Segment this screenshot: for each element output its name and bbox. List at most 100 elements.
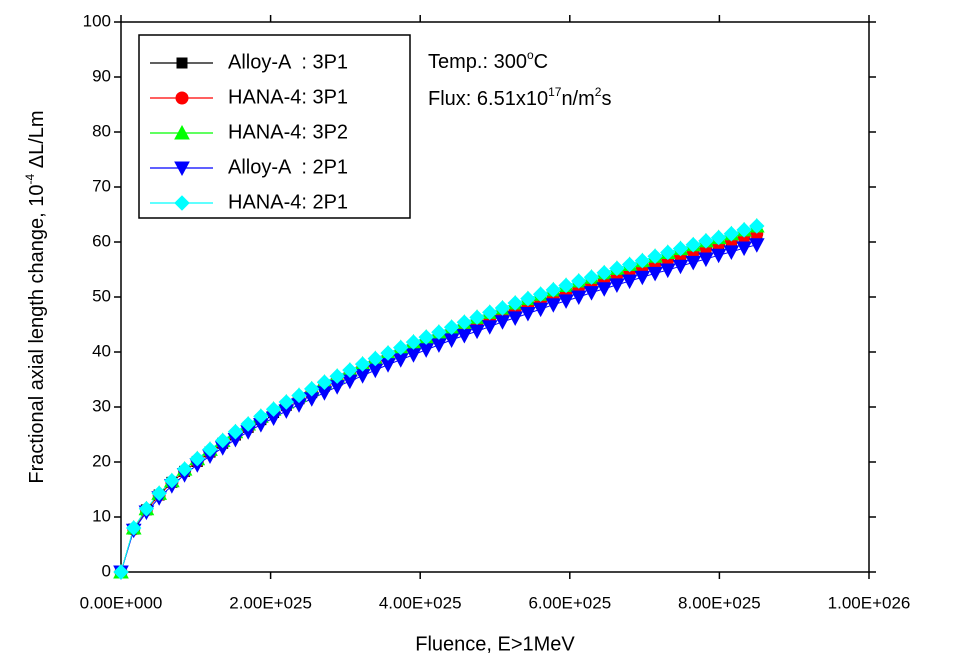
- marker: [520, 307, 536, 322]
- marker: [265, 401, 282, 417]
- marker: [164, 472, 180, 489]
- text-part: n/m: [561, 88, 594, 110]
- marker: [202, 441, 218, 458]
- text-part: C: [534, 51, 548, 73]
- marker: [571, 273, 587, 289]
- y-tick-label: 10: [92, 506, 111, 525]
- marker: [736, 222, 752, 238]
- marker: [710, 248, 727, 264]
- marker: [174, 124, 190, 140]
- marker: [609, 278, 625, 293]
- text-part: 2: [595, 85, 602, 99]
- marker: [685, 237, 701, 253]
- marker: [151, 485, 167, 502]
- y-tick-label: 0: [102, 561, 111, 580]
- marker: [481, 320, 498, 335]
- y-tick-label: 100: [83, 11, 111, 30]
- x-tick-label: 8.00E+025: [678, 593, 761, 612]
- marker: [174, 195, 190, 211]
- marker: [723, 226, 740, 242]
- y-tick-label: 90: [92, 66, 111, 85]
- marker: [418, 329, 434, 345]
- marker: [621, 274, 638, 290]
- marker: [596, 282, 613, 297]
- marker: [647, 248, 663, 265]
- marker: [291, 387, 307, 404]
- text-part: Temp.: 300: [428, 51, 527, 73]
- marker: [507, 311, 524, 326]
- marker: [558, 277, 574, 294]
- annotation: Flux: 6.51x1017n/m2s: [428, 85, 611, 110]
- text-part: s: [601, 88, 611, 110]
- y-tick-label: 80: [92, 121, 111, 140]
- marker: [329, 368, 345, 384]
- text-part: Fractional axial length change, 10: [26, 184, 48, 483]
- marker: [570, 290, 587, 306]
- marker: [176, 57, 188, 69]
- marker: [456, 314, 473, 331]
- marker: [342, 362, 358, 378]
- marker: [672, 240, 689, 257]
- marker: [113, 564, 129, 580]
- marker: [532, 302, 549, 318]
- marker: [520, 290, 536, 307]
- marker: [494, 315, 511, 330]
- legend-label: HANA-4: 2P1: [228, 191, 348, 213]
- x-axis-title: Fluence, E>1MeV: [415, 633, 575, 655]
- marker: [660, 244, 676, 261]
- marker: [316, 374, 333, 390]
- x-tick-label: 1.00E+026: [828, 593, 911, 612]
- marker: [507, 295, 523, 311]
- marker: [253, 408, 269, 425]
- marker: [482, 304, 498, 321]
- marker: [634, 270, 651, 286]
- annotation: Temp.: 300oC: [428, 48, 548, 73]
- marker: [659, 263, 676, 279]
- marker: [545, 282, 562, 298]
- text-part: Flux: 6.51x10: [428, 88, 548, 110]
- marker: [749, 218, 765, 234]
- marker: [227, 424, 244, 440]
- marker: [698, 252, 714, 268]
- marker: [583, 286, 600, 301]
- marker: [431, 324, 447, 340]
- y-tick-label: 20: [92, 451, 111, 470]
- marker: [698, 233, 714, 249]
- marker: [634, 252, 651, 269]
- marker: [215, 432, 231, 449]
- marker: [469, 309, 485, 326]
- marker: [367, 350, 384, 367]
- text-part: 17: [548, 85, 562, 99]
- marker: [710, 229, 727, 246]
- legend-label: Alloy-A : 3P1: [228, 51, 348, 73]
- x-tick-label: 0.00E+000: [80, 593, 163, 612]
- marker: [609, 260, 625, 277]
- marker: [469, 324, 485, 340]
- x-tick-label: 6.00E+025: [528, 593, 611, 612]
- marker: [126, 520, 142, 536]
- y-tick-label: 70: [92, 176, 111, 195]
- marker: [175, 91, 189, 105]
- marker: [583, 269, 600, 285]
- y-tick-label: 60: [92, 231, 111, 250]
- marker: [748, 238, 765, 253]
- marker: [494, 300, 511, 316]
- y-tick-label: 40: [92, 341, 111, 360]
- marker: [174, 161, 190, 177]
- text-part: ΔL/Lm: [26, 110, 48, 173]
- legend-label: HANA-4: 3P2: [228, 121, 348, 143]
- marker: [685, 255, 702, 271]
- x-tick-label: 2.00E+025: [229, 593, 312, 612]
- marker: [558, 294, 574, 309]
- marker: [736, 241, 752, 257]
- marker: [596, 265, 612, 281]
- text-part: o: [527, 48, 534, 62]
- marker: [723, 245, 740, 260]
- text-part: -4: [23, 173, 37, 184]
- marker: [380, 345, 396, 361]
- marker: [176, 461, 193, 477]
- marker: [672, 259, 689, 275]
- marker: [545, 298, 562, 313]
- marker: [278, 394, 295, 410]
